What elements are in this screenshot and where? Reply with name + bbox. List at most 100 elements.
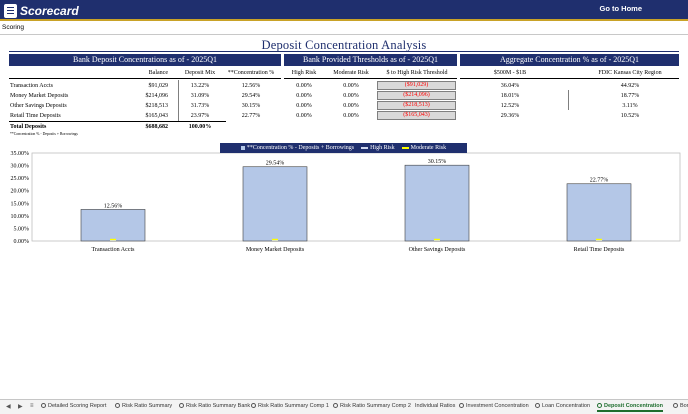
row-moderate: 0.00%: [343, 103, 359, 109]
total-balance: $688,682: [145, 124, 169, 130]
row-label: Money Market Deposits: [10, 93, 69, 99]
row-peer-region: 10.52%: [620, 113, 640, 119]
sheet-tab-label: Risk Ratio Summary Comp 1: [258, 403, 329, 409]
row-balance: $214,096: [145, 93, 169, 99]
bar: [404, 164, 470, 242]
row-peer-region: 18.77%: [620, 93, 640, 99]
bar-data-label: 29.54%: [266, 161, 285, 167]
legend-item-concentration: **Concentration % - Deposits + Borrowing…: [240, 143, 355, 153]
y-tick-label: 25.00%: [11, 176, 30, 182]
row-high: 0.00%: [296, 83, 312, 89]
chart-legend: **Concentration % - Deposits + Borrowing…: [220, 143, 467, 153]
legend-label: High Risk: [370, 145, 395, 151]
go-to-home-link[interactable]: Go to Home: [599, 4, 643, 13]
row-label: Retail Time Deposits: [10, 113, 61, 119]
sheet-tab-label: Loan Concentration: [542, 403, 591, 409]
y-tick-label: 10.00%: [11, 214, 30, 220]
sheet-tab[interactable]: Borro: [673, 403, 688, 409]
high-risk-marker: [596, 240, 602, 241]
sheet-tab-icon: [673, 403, 678, 408]
sheet-tab[interactable]: Loan Concentration: [535, 403, 590, 409]
moderate-risk-marker: [596, 238, 602, 241]
row-label: Transaction Accts: [10, 83, 53, 89]
sheet-tab[interactable]: Risk Ratio Summary Comp 2: [333, 403, 411, 409]
row-label: Other Savings Deposits: [10, 103, 67, 109]
sheet-tab-icon: [41, 403, 46, 408]
col-moderate-risk: Moderate Risk: [333, 70, 369, 76]
sheet-tab[interactable]: Risk Ratio Summary Comp 1: [251, 403, 329, 409]
row-mix: 31.73%: [190, 103, 210, 109]
bar: [566, 183, 632, 242]
sheet-tab-label: Deposit Concentration: [604, 403, 663, 409]
x-tick-label: Retail Time Deposits: [574, 247, 625, 253]
total-label: Total Deposits: [10, 124, 47, 130]
sheet-tab-label: Borro: [680, 403, 688, 409]
row-mix: 23.97%: [190, 113, 210, 119]
tab-next-icon[interactable]: ▶: [18, 404, 23, 410]
concentration-chart: 0.00% 5.00% 10.00% 15.00% 20.00% 25.00% 30.00%…: [11, 151, 681, 253]
x-tick-label: Money Market Deposits: [246, 247, 305, 253]
sheet-tab-label: Risk Ratio Summary Bank: [186, 403, 251, 409]
sheet-tab-label: Risk Ratio Summary: [122, 403, 173, 409]
plot-area: [31, 152, 681, 242]
page-title: Deposit Concentration Analysis: [261, 38, 427, 52]
breadcrumb: Scoring: [0, 23, 688, 35]
legend-item-moderate-risk: Moderate Risk: [401, 143, 447, 153]
row-balance: $91,029: [148, 83, 169, 89]
footnote: **Concentration % - Deposits + Borrowing…: [10, 132, 78, 136]
legend-item-high-risk: High Risk: [361, 143, 395, 153]
deposits-section-header: Bank Deposit Concentrations as of - 2025…: [9, 54, 281, 66]
sheet-tab[interactable]: Risk Ratio Summary Bank: [179, 403, 250, 409]
sheet-tab-bar: ◀ ▶ ≡ Detailed Scoring Report Risk Ratio …: [0, 399, 688, 414]
sheet-tab[interactable]: Deposit Concentration: [597, 403, 663, 412]
moderate-risk-marker: [272, 238, 278, 241]
column-divider: [178, 80, 179, 121]
tab-prev-icon[interactable]: ◀: [6, 404, 11, 410]
bar-data-label: 12.56%: [104, 203, 123, 209]
col-concentration: **Concentration %: [227, 70, 275, 76]
app-logo: Scorecard: [4, 3, 79, 18]
bar: [242, 166, 308, 242]
bar-data-label: 30.15%: [428, 159, 447, 165]
col-peer-region: FDIC Kansas City Region: [598, 70, 662, 76]
sheet-tab-label: Risk Ratio Summary Comp 2: [340, 403, 411, 409]
sheet-tab[interactable]: Individual Ratios: [415, 403, 455, 409]
sheet-tab-icon: [535, 403, 540, 408]
row-peer-size: 12.52%: [500, 103, 520, 109]
y-tick-label: 5.00%: [14, 226, 30, 232]
x-tick-label: Other Savings Deposits: [409, 247, 466, 253]
legend-swatch: [401, 147, 409, 149]
header-rule: [9, 78, 281, 79]
sheet-tab[interactable]: Risk Ratio Summary: [115, 403, 172, 409]
app-header: Scorecard Go to Home: [0, 0, 688, 21]
high-risk-marker: [272, 240, 278, 241]
y-tick-label: 0.00%: [14, 239, 30, 245]
bar-data-label: 22.77%: [590, 178, 609, 184]
row-balance: $165,043: [145, 113, 169, 119]
y-tick-label: 30.00%: [11, 164, 30, 170]
y-tick-label: 15.00%: [11, 201, 30, 207]
row-peer-region: 3.11%: [622, 103, 638, 109]
legend-label: Moderate Risk: [410, 145, 447, 151]
sheet-tab-icon: [179, 403, 184, 408]
row-conc: 12.56%: [241, 83, 261, 89]
row-to-high: ($214,096): [377, 91, 456, 100]
row-peer-region: 44.92%: [620, 83, 640, 89]
y-tick-label: 35.00%: [11, 151, 30, 157]
header-rule: [284, 78, 457, 79]
moderate-risk-marker: [110, 238, 116, 241]
row-peer-size: 18.01%: [500, 93, 520, 99]
row-conc: 22.77%: [241, 113, 261, 119]
row-high: 0.00%: [296, 93, 312, 99]
sheet-tab-icon: [115, 403, 120, 408]
row-to-high: ($218,513): [377, 101, 456, 110]
moderate-risk-marker: [434, 238, 440, 241]
aggregate-section-header: Aggregate Concentration % as of - 2025Q1: [460, 54, 679, 66]
total-mix: 100.00%: [188, 124, 212, 130]
col-balance: Balance: [148, 70, 168, 76]
legend-label: **Concentration % - Deposits + Borrowing…: [246, 145, 355, 151]
sheet-tab[interactable]: Detailed Scoring Report: [41, 403, 106, 409]
tab-menu-icon[interactable]: ≡: [30, 403, 34, 409]
sheet-tab[interactable]: Investment Concentration: [459, 403, 529, 409]
sheet-tab-icon: [459, 403, 464, 408]
